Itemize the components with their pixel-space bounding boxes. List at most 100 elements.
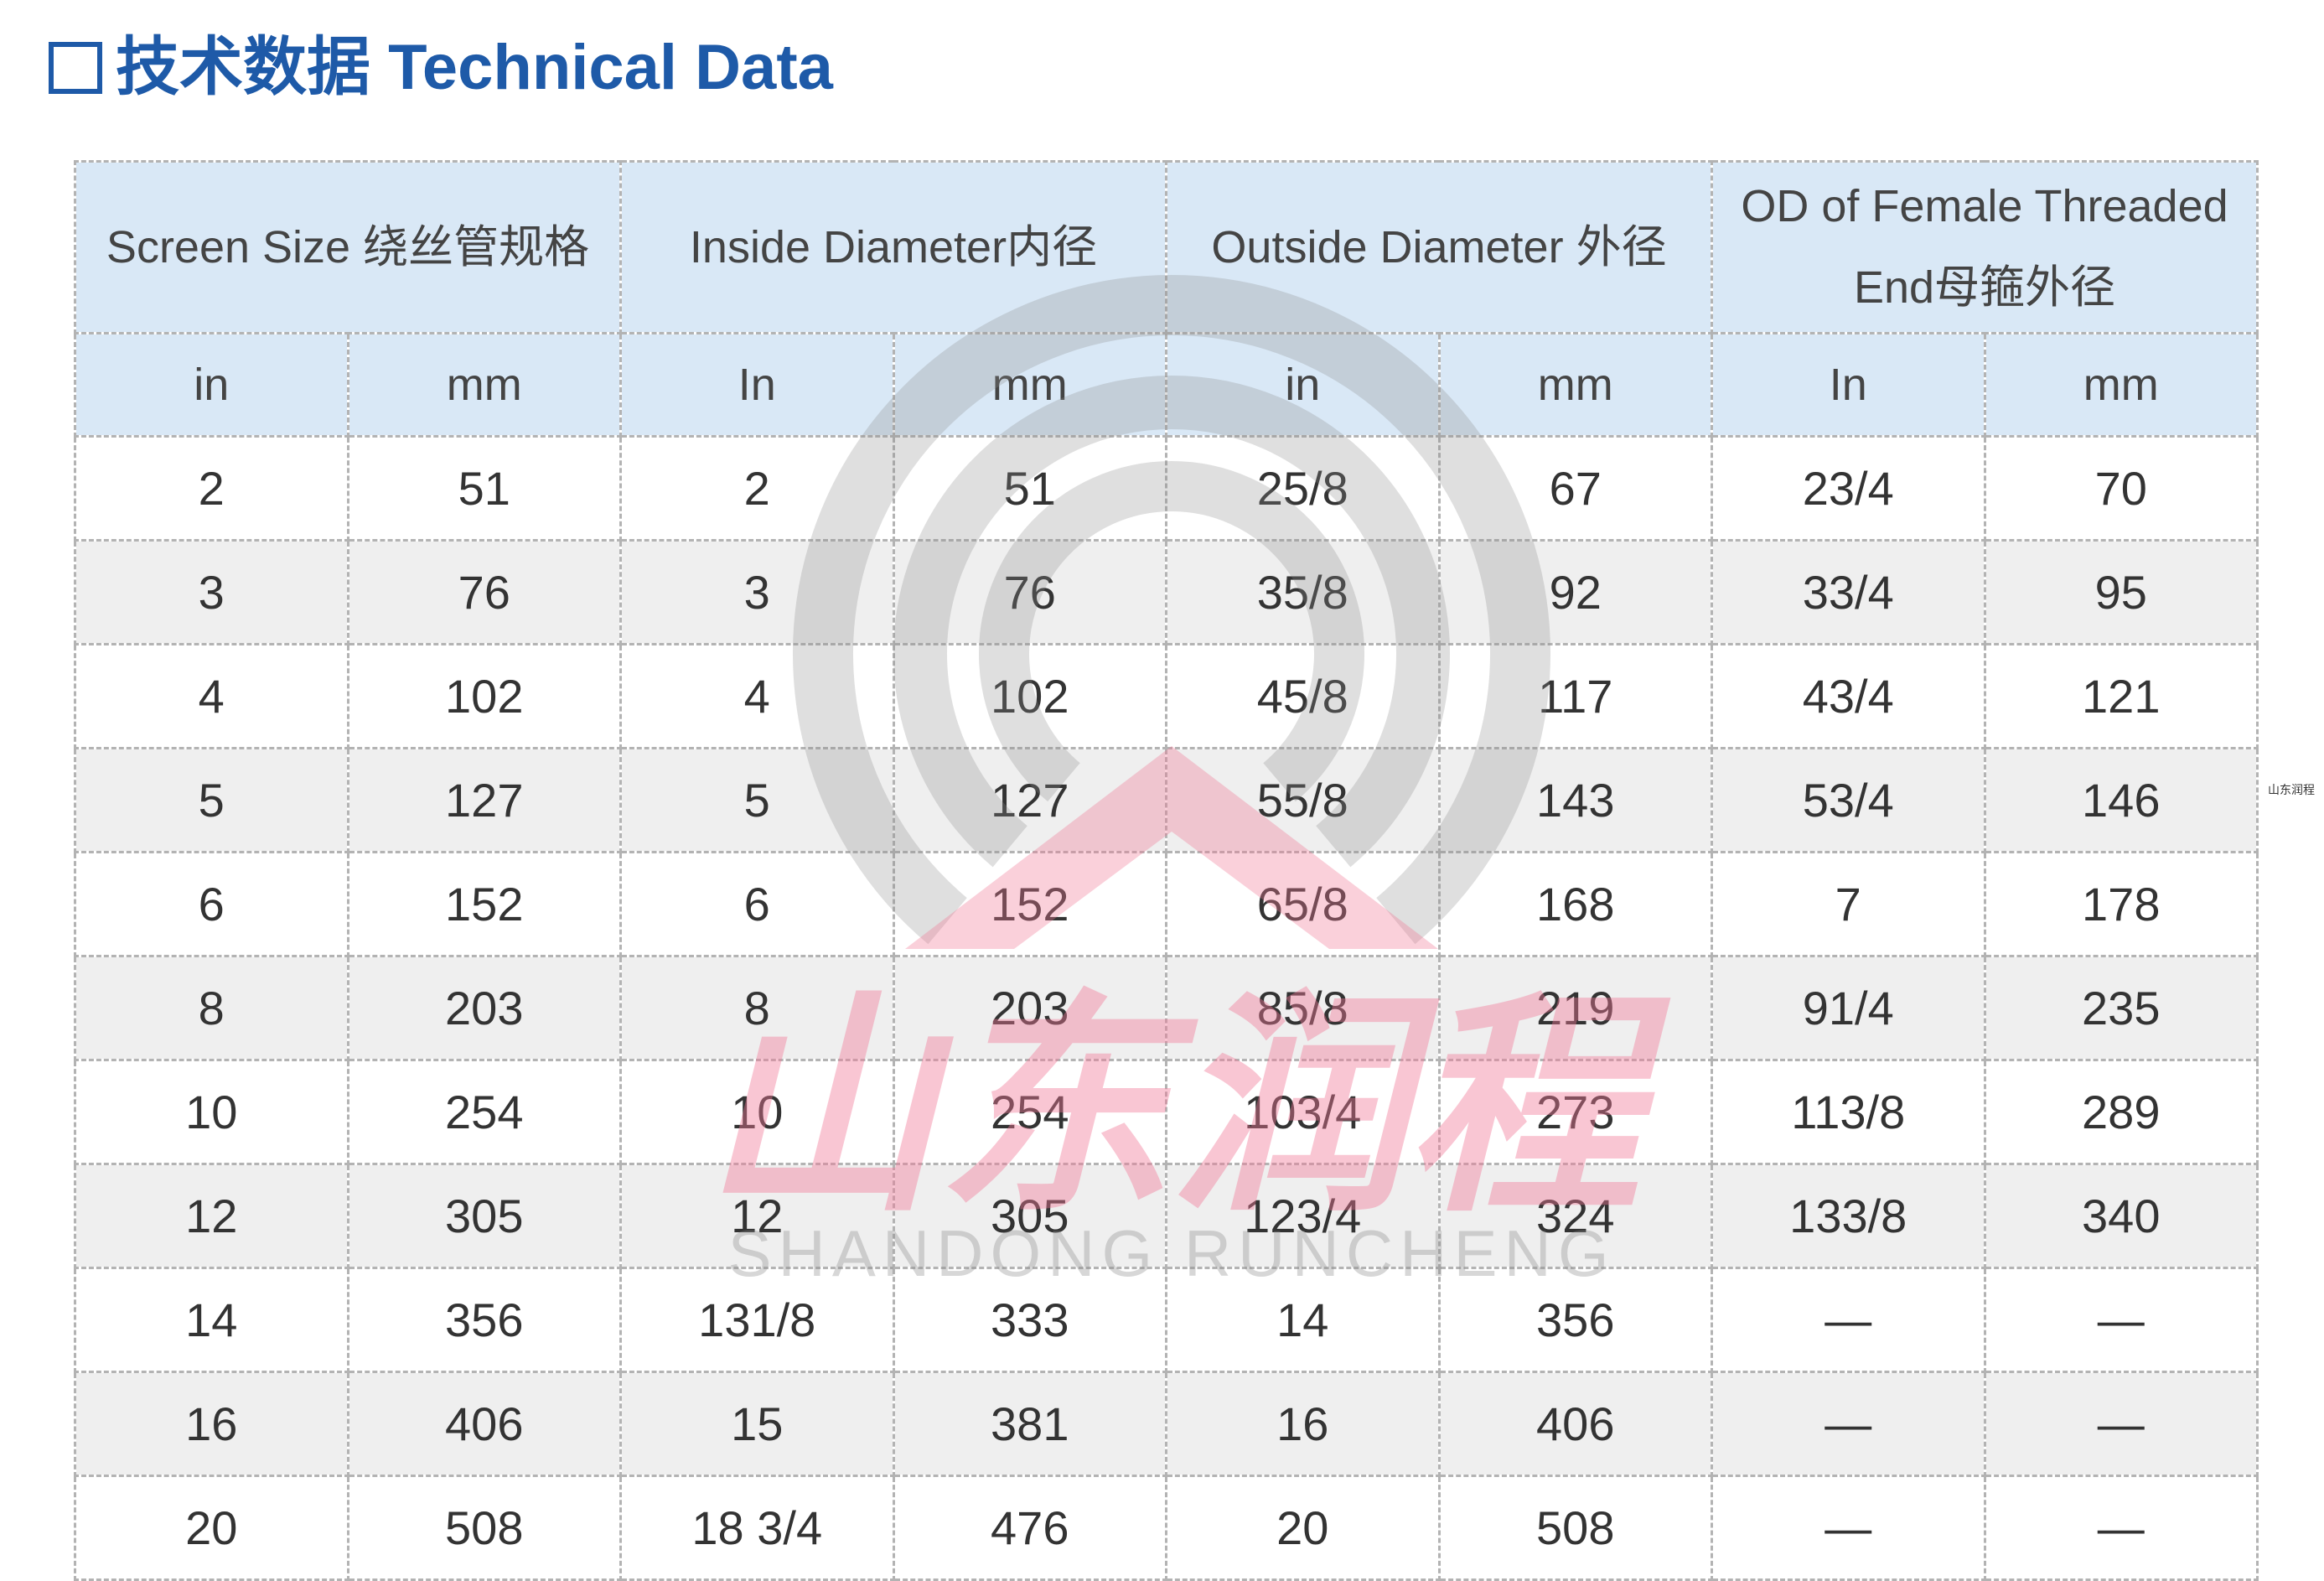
cell-screen-size-in: 14 — [74, 1267, 349, 1373]
cell-outside-diameter-mm: 143 — [1437, 747, 1713, 853]
cell-outside-diameter-mm: 273 — [1437, 1059, 1713, 1165]
cell-outside-diameter-in: 123/4 — [1165, 1163, 1441, 1269]
table-row: 3 76 3 76 35/8 92 33/4 95 — [74, 539, 2259, 645]
cell-female-end-od-in: — — [1711, 1371, 1986, 1477]
cell-inside-diameter-mm: 152 — [892, 851, 1167, 957]
cell-inside-diameter-mm: 333 — [892, 1267, 1167, 1373]
cell-screen-size-mm: 127 — [346, 747, 622, 853]
cell-outside-diameter-in: 85/8 — [1165, 955, 1441, 1061]
cell-female-end-od-in: — — [1711, 1475, 1986, 1581]
cell-female-end-od-in: 133/8 — [1711, 1163, 1986, 1269]
cell-outside-diameter-in: 35/8 — [1165, 539, 1441, 645]
cell-screen-size-in: 20 — [74, 1475, 349, 1581]
cell-outside-diameter-mm: 406 — [1437, 1371, 1713, 1477]
cell-screen-size-mm: 356 — [346, 1267, 622, 1373]
cell-inside-diameter-mm: 381 — [892, 1371, 1167, 1477]
group-header-inside-diameter: Inside Diameter内径 — [619, 160, 1167, 334]
cell-female-end-od-mm: 340 — [1983, 1163, 2259, 1269]
table-row: 4 102 4 102 45/8 117 43/4 121 — [74, 643, 2259, 749]
cell-inside-diameter-mm: 476 — [892, 1475, 1167, 1581]
group-header-outside-diameter: Outside Diameter 外径 — [1165, 160, 1713, 334]
table-row: 6 152 6 152 65/8 168 7 178 — [74, 851, 2259, 957]
cell-inside-diameter-in: 8 — [619, 955, 895, 1061]
cell-female-end-od-mm: 289 — [1983, 1059, 2259, 1165]
cell-outside-diameter-in: 103/4 — [1165, 1059, 1441, 1165]
cell-inside-diameter-mm: 305 — [892, 1163, 1167, 1269]
cell-screen-size-in: 4 — [74, 643, 349, 749]
cell-inside-diameter-in: 2 — [619, 435, 895, 542]
table-row: 16 406 15 381 16 406 — — — [74, 1371, 2259, 1477]
cell-outside-diameter-mm: 508 — [1437, 1475, 1713, 1581]
cell-inside-diameter-mm: 102 — [892, 643, 1167, 749]
page-title: 技术数据 Technical Data — [49, 34, 833, 102]
cell-female-end-od-mm: 70 — [1983, 435, 2259, 542]
cell-inside-diameter-in: 3 — [619, 539, 895, 645]
table-row: 8 203 8 203 85/8 219 91/4 235 — [74, 955, 2259, 1061]
cell-screen-size-mm: 102 — [346, 643, 622, 749]
cell-inside-diameter-in: 131/8 — [619, 1267, 895, 1373]
group-header-screen-size: Screen Size 绕丝管规格 — [74, 160, 622, 334]
cell-screen-size-mm: 152 — [346, 851, 622, 957]
cell-outside-diameter-mm: 324 — [1437, 1163, 1713, 1269]
cell-outside-diameter-mm: 168 — [1437, 851, 1713, 957]
cell-screen-size-in: 12 — [74, 1163, 349, 1269]
cell-screen-size-in: 8 — [74, 955, 349, 1061]
cell-outside-diameter-mm: 92 — [1437, 539, 1713, 645]
cell-inside-diameter-mm: 76 — [892, 539, 1167, 645]
cell-screen-size-mm: 305 — [346, 1163, 622, 1269]
cell-female-end-od-mm: 146 — [1983, 747, 2259, 853]
side-label: 山东润程 — [2268, 783, 2315, 796]
cell-female-end-od-mm: 95 — [1983, 539, 2259, 645]
unit-header-inside-diameter-mm: mm — [892, 332, 1167, 438]
cell-inside-diameter-in: 18 3/4 — [619, 1475, 895, 1581]
cell-female-end-od-mm: 121 — [1983, 643, 2259, 749]
unit-header-screen-size-mm: mm — [346, 332, 622, 438]
cell-female-end-od-in: — — [1711, 1267, 1986, 1373]
table-row: 12 305 12 305 123/4 324 133/8 340 — [74, 1163, 2259, 1269]
cell-inside-diameter-in: 12 — [619, 1163, 895, 1269]
cell-outside-diameter-in: 45/8 — [1165, 643, 1441, 749]
cell-screen-size-in: 16 — [74, 1371, 349, 1477]
technical-data-table: Screen Size 绕丝管规格 Inside Diameter内径 Outs… — [74, 160, 2259, 1581]
unit-header-female-end-od-mm: mm — [1983, 332, 2259, 438]
cell-screen-size-mm: 76 — [346, 539, 622, 645]
square-outline-icon — [49, 42, 102, 94]
cell-screen-size-mm: 203 — [346, 955, 622, 1061]
unit-header-row: in mm In mm in mm In mm — [74, 332, 2259, 438]
group-header-row: Screen Size 绕丝管规格 Inside Diameter内径 Outs… — [74, 160, 2259, 334]
cell-screen-size-in: 3 — [74, 539, 349, 645]
cell-outside-diameter-in: 14 — [1165, 1267, 1441, 1373]
cell-female-end-od-mm: — — [1983, 1475, 2259, 1581]
cell-screen-size-in: 6 — [74, 851, 349, 957]
cell-female-end-od-mm: 235 — [1983, 955, 2259, 1061]
table-row: 14 356 131/8 333 14 356 — — — [74, 1267, 2259, 1373]
unit-header-outside-diameter-mm: mm — [1437, 332, 1713, 438]
group-header-female-end-od: OD of Female Threaded End母箍外径 — [1711, 160, 2259, 334]
cell-screen-size-mm: 508 — [346, 1475, 622, 1581]
cell-female-end-od-mm: — — [1983, 1267, 2259, 1373]
cell-outside-diameter-in: 55/8 — [1165, 747, 1441, 853]
cell-inside-diameter-mm: 127 — [892, 747, 1167, 853]
cell-inside-diameter-mm: 203 — [892, 955, 1167, 1061]
cell-female-end-od-mm: — — [1983, 1371, 2259, 1477]
cell-outside-diameter-in: 65/8 — [1165, 851, 1441, 957]
cell-outside-diameter-in: 25/8 — [1165, 435, 1441, 542]
cell-inside-diameter-mm: 254 — [892, 1059, 1167, 1165]
cell-female-end-od-mm: 178 — [1983, 851, 2259, 957]
table-row: 20 508 18 3/4 476 20 508 — — — [74, 1475, 2259, 1581]
cell-inside-diameter-in: 4 — [619, 643, 895, 749]
cell-outside-diameter-mm: 356 — [1437, 1267, 1713, 1373]
cell-female-end-od-in: 7 — [1711, 851, 1986, 957]
cell-female-end-od-in: 43/4 — [1711, 643, 1986, 749]
page-title-text: 技术数据 Technical Data — [116, 32, 833, 103]
unit-header-screen-size-in: in — [74, 332, 349, 438]
cell-screen-size-in: 2 — [74, 435, 349, 542]
cell-inside-diameter-mm: 51 — [892, 435, 1167, 542]
cell-screen-size-in: 10 — [74, 1059, 349, 1165]
cell-inside-diameter-in: 5 — [619, 747, 895, 853]
cell-inside-diameter-in: 15 — [619, 1371, 895, 1477]
cell-outside-diameter-mm: 219 — [1437, 955, 1713, 1061]
cell-screen-size-mm: 51 — [346, 435, 622, 542]
cell-outside-diameter-mm: 117 — [1437, 643, 1713, 749]
cell-outside-diameter-mm: 67 — [1437, 435, 1713, 542]
